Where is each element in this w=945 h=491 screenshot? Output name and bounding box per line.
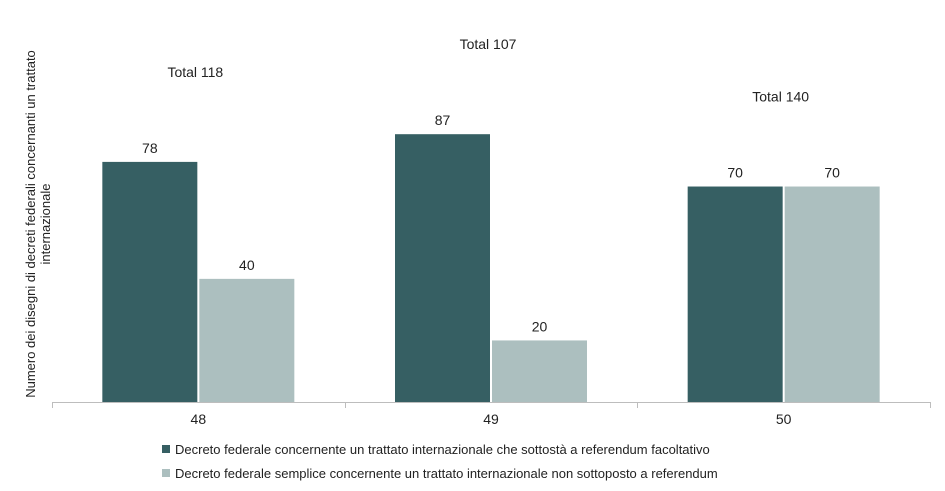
legend-label-series-1: Decreto federale concernente un trattato… <box>175 441 710 457</box>
total-annotation: Total 107 <box>460 36 517 52</box>
bar-50-series-2 <box>784 186 880 402</box>
x-tick-label: 48 <box>191 411 207 427</box>
bar-chart: 78 40 48 Total 118 87 20 49 Total 107 70 70 50 Tota… <box>52 36 931 427</box>
data-label: 70 <box>824 165 840 181</box>
bar-50-series-1 <box>687 186 783 402</box>
bar-49-series-2 <box>492 340 587 402</box>
data-label: 20 <box>532 318 548 334</box>
legend-label-series-2: Decreto federale semplice concernente un… <box>175 465 718 481</box>
total-annotation: Total 118 <box>167 64 223 80</box>
legend-swatch-series-1 <box>162 445 170 453</box>
total-annotation: Total 140 <box>752 89 809 105</box>
legend: Decreto federale concernente un trattato… <box>162 437 718 485</box>
legend-swatch-series-2 <box>162 469 170 477</box>
x-tick-label: 50 <box>776 411 792 427</box>
data-label: 40 <box>239 257 255 273</box>
legend-item-series-2: Decreto federale semplice concernente un… <box>162 461 718 485</box>
x-tick-label: 49 <box>483 411 499 427</box>
data-label: 78 <box>142 140 158 156</box>
data-label: 70 <box>727 165 743 181</box>
legend-item-series-1: Decreto federale concernente un trattato… <box>162 437 718 461</box>
bar-48-series-2 <box>199 278 295 402</box>
bar-48-series-1 <box>102 161 198 402</box>
data-label: 87 <box>435 112 451 128</box>
bar-49-series-1 <box>395 134 490 403</box>
